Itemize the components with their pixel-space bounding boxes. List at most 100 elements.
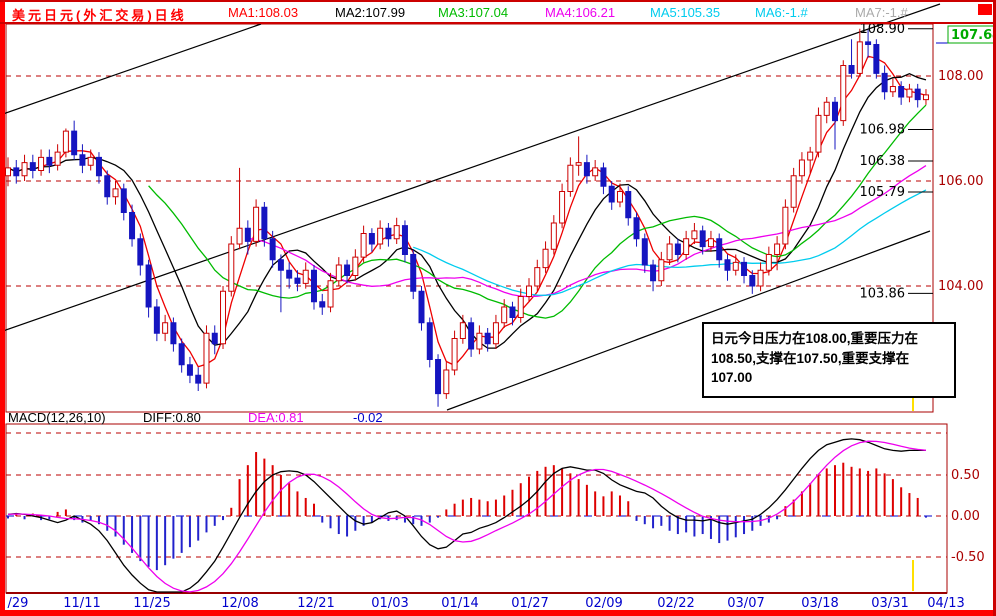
candle-body bbox=[95, 156, 102, 177]
candle-body bbox=[244, 227, 251, 242]
candle-body bbox=[608, 185, 615, 203]
candle-body bbox=[178, 343, 185, 366]
candle-body bbox=[526, 285, 533, 297]
candle-body bbox=[782, 206, 789, 245]
candle-body bbox=[600, 167, 607, 187]
macd-dea-value: DEA:0.81 bbox=[248, 410, 304, 425]
candle-body bbox=[707, 238, 714, 248]
frame-right-border bbox=[993, 0, 996, 616]
candle-body bbox=[261, 206, 268, 240]
date-label: 01/14 bbox=[441, 596, 478, 611]
axis-label: 106.38 bbox=[860, 154, 906, 169]
ma-line-MA4 bbox=[247, 165, 927, 298]
date-label: 04/13 bbox=[927, 596, 964, 611]
candle-body bbox=[129, 212, 136, 240]
axis-label: 106.00 bbox=[938, 174, 984, 189]
ma2-legend: MA2:107.99 bbox=[335, 5, 406, 20]
macd-diff-value: DIFF:0.80 bbox=[143, 410, 201, 425]
axis-label: 0.00 bbox=[951, 509, 980, 524]
candle-body bbox=[873, 44, 880, 74]
candle-body bbox=[583, 162, 590, 177]
axis-label: 0.50 bbox=[951, 468, 980, 483]
candle-body bbox=[575, 162, 582, 166]
candle-body bbox=[46, 156, 53, 166]
macd-panel-border bbox=[5, 423, 948, 594]
date-label: 12/08 bbox=[221, 596, 258, 611]
axis-label: 103.86 bbox=[860, 286, 906, 301]
macd-hist-value: -0.02 bbox=[353, 410, 383, 425]
candle-body bbox=[5, 167, 11, 177]
date-label: 02/22 bbox=[657, 596, 694, 611]
date-label: 12/21 bbox=[297, 596, 334, 611]
candle-body bbox=[741, 261, 748, 276]
frame-left-border bbox=[0, 0, 5, 616]
window-control-button[interactable] bbox=[978, 4, 992, 15]
candle-body bbox=[732, 261, 739, 271]
candle-body bbox=[310, 269, 317, 303]
candle-body bbox=[650, 264, 657, 282]
candle-body bbox=[468, 322, 475, 350]
candle-body bbox=[13, 167, 20, 177]
candle-body bbox=[484, 332, 491, 345]
candle-body bbox=[550, 222, 557, 250]
candle-body bbox=[286, 269, 293, 279]
ma-line-MA5 bbox=[413, 189, 927, 296]
trend-channel-line bbox=[0, 23, 262, 116]
candle-body bbox=[765, 254, 772, 271]
trend-channel-line bbox=[0, 3, 941, 333]
axis-label: 106.98 bbox=[860, 123, 906, 138]
candle-body bbox=[401, 225, 408, 255]
trend-channel-line bbox=[446, 230, 931, 411]
date-label: 03/07 bbox=[727, 596, 764, 611]
candle-body bbox=[881, 72, 888, 93]
candle-body bbox=[79, 154, 86, 166]
candle-body bbox=[38, 156, 45, 171]
candle-body bbox=[87, 156, 94, 166]
candle-body bbox=[898, 86, 905, 98]
candle-body bbox=[195, 374, 202, 384]
candle-body bbox=[625, 191, 632, 219]
candle-body bbox=[211, 332, 218, 345]
candle-body bbox=[410, 254, 417, 292]
candle-body bbox=[542, 248, 549, 269]
candle-body bbox=[517, 296, 524, 318]
candle-body bbox=[889, 86, 896, 93]
candle-body bbox=[798, 159, 805, 177]
candle-body bbox=[220, 290, 227, 345]
candle-body bbox=[377, 227, 384, 245]
candle-body bbox=[29, 162, 36, 171]
date-label: /29 bbox=[8, 596, 29, 611]
candle-body bbox=[186, 364, 193, 376]
date-label: 01/27 bbox=[511, 596, 548, 611]
candle-body bbox=[865, 41, 872, 45]
candle-body bbox=[683, 238, 690, 255]
candle-body bbox=[54, 151, 61, 166]
candle-body bbox=[509, 306, 516, 318]
candle-body bbox=[327, 280, 334, 308]
axis-label: 105.79 bbox=[860, 185, 906, 200]
ma1-legend: MA1:108.03 bbox=[228, 5, 299, 20]
candle-body bbox=[559, 191, 566, 224]
candle-body bbox=[360, 233, 367, 258]
candle-body bbox=[344, 264, 351, 276]
candle-body bbox=[137, 238, 144, 266]
macd-params-label: MACD(12,26,10) bbox=[8, 410, 106, 425]
candle-body bbox=[319, 301, 326, 308]
candle-body bbox=[112, 188, 119, 198]
candle-body bbox=[501, 306, 508, 324]
candle-body bbox=[749, 275, 756, 287]
main-panel-border bbox=[5, 23, 934, 413]
candle-body bbox=[699, 230, 706, 248]
candle-body bbox=[856, 41, 863, 74]
candle-body bbox=[815, 114, 822, 153]
macd-dea-line bbox=[7, 440, 927, 593]
macd-diff-line bbox=[7, 438, 926, 593]
axis-label: 108.00 bbox=[938, 69, 984, 84]
candle-body bbox=[823, 101, 830, 116]
candle-body bbox=[922, 94, 929, 101]
candle-body bbox=[62, 130, 69, 153]
candle-body bbox=[393, 225, 400, 240]
candle-body bbox=[435, 359, 442, 395]
axis-label: 104.00 bbox=[938, 279, 984, 294]
candle-body bbox=[162, 322, 169, 334]
